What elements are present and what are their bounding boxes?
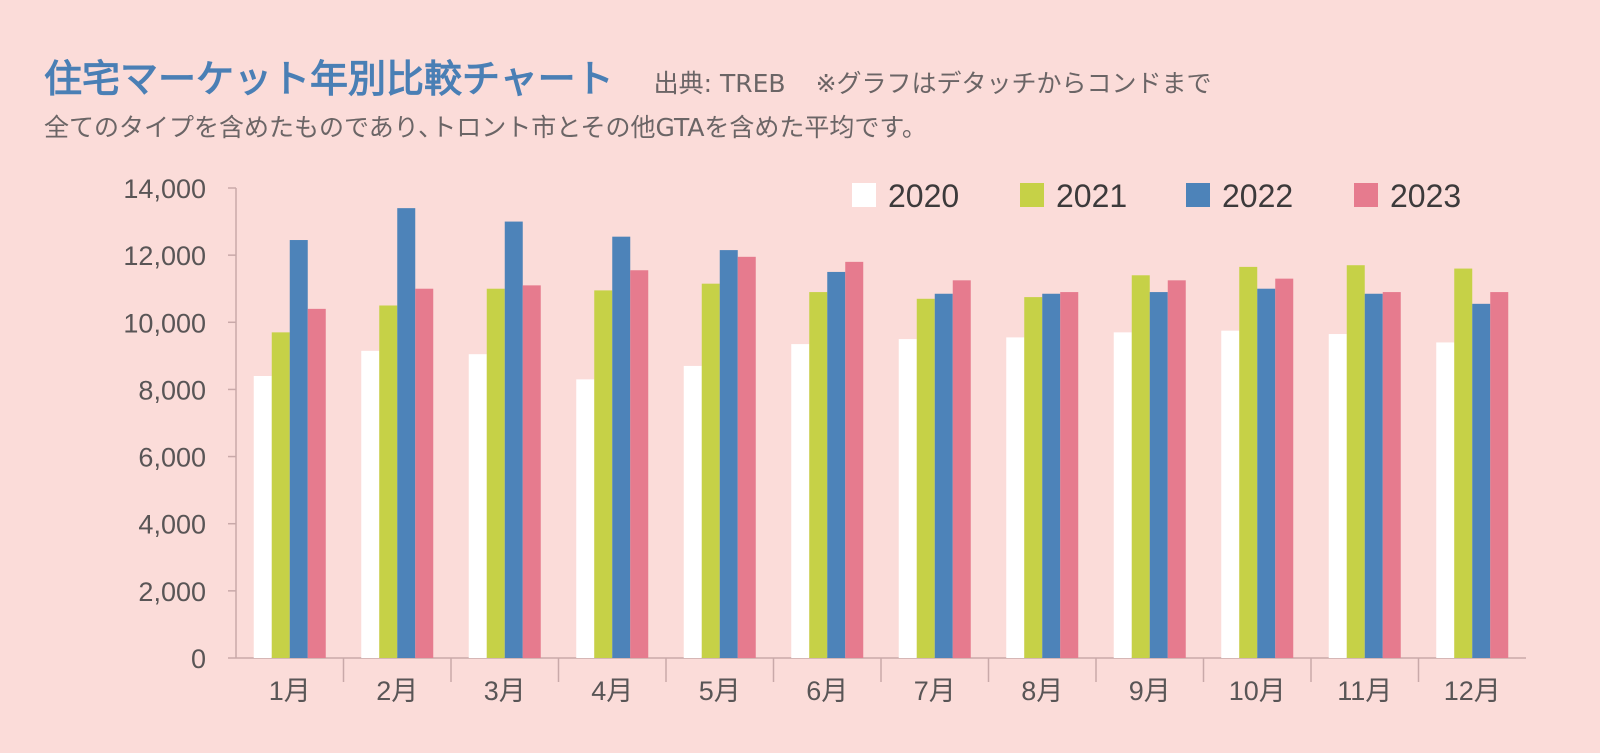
y-tick-label: 8,000: [138, 375, 206, 405]
bar-2021-9: [1131, 275, 1150, 658]
y-tick-label: 12,000: [123, 241, 206, 271]
bar-2020-3: [468, 354, 487, 658]
bar-2022-9: [1149, 292, 1168, 658]
bar-2020-12: [1436, 342, 1455, 658]
y-tick-label: 10,000: [123, 308, 206, 338]
bar-2021-12: [1454, 268, 1473, 658]
x-tick-label: 11月: [1337, 676, 1392, 706]
chart-title: 住宅マーケット年別比較チャート: [44, 57, 614, 101]
bar-2020-4: [576, 379, 595, 658]
legend-swatch-2020: [852, 183, 876, 207]
bar-2023-8: [1060, 292, 1079, 658]
legend-label-2022: 2022: [1222, 178, 1293, 214]
bar-2021-3: [486, 288, 505, 658]
bar-2022-7: [934, 293, 953, 658]
bar-2021-11: [1346, 265, 1365, 658]
bar-2023-6: [845, 261, 864, 658]
x-tick-label: 5月: [699, 676, 741, 706]
bar-2022-3: [504, 221, 523, 659]
bar-2020-6: [791, 344, 810, 658]
x-tick-label: 10月: [1229, 676, 1286, 706]
bar-2020-11: [1328, 334, 1347, 658]
bar-2021-1: [271, 332, 290, 658]
bar-2020-1: [253, 376, 272, 658]
bar-2023-4: [630, 270, 649, 658]
bar-2022-4: [612, 236, 631, 658]
legend-swatch-2021: [1020, 183, 1044, 207]
x-tick-label: 1月: [269, 676, 311, 706]
bar-2023-5: [737, 256, 756, 658]
chart-header: 住宅マーケット年別比較チャート 出典: TREB ※グラフはデタッチからコンドま…: [44, 48, 1212, 103]
x-tick-label: 6月: [806, 676, 848, 706]
bar-2022-8: [1042, 293, 1061, 658]
bar-2023-12: [1490, 292, 1509, 658]
bar-2023-3: [522, 285, 541, 658]
x-tick-label: 12月: [1444, 676, 1501, 706]
bar-2020-5: [683, 365, 702, 658]
bar-2023-9: [1167, 280, 1186, 658]
x-tick-label: 7月: [914, 676, 956, 706]
bar-2020-9: [1113, 332, 1132, 658]
bar-2023-10: [1275, 278, 1294, 658]
bar-2023-2: [415, 288, 434, 658]
bar-2021-2: [379, 305, 398, 658]
x-tick-label: 3月: [484, 676, 526, 706]
bar-2023-1: [307, 308, 326, 658]
legend-label-2020: 2020: [888, 178, 959, 214]
bar-2023-7: [952, 280, 971, 658]
bar-2020-8: [1006, 337, 1025, 658]
legend-swatch-2023: [1354, 183, 1378, 207]
y-tick-label: 6,000: [138, 443, 206, 473]
y-tick-label: 2,000: [138, 577, 206, 607]
bar-2020-7: [898, 339, 917, 658]
bar-2021-8: [1024, 297, 1043, 658]
chart-source: 出典: TREB: [653, 69, 786, 98]
x-tick-label: 2月: [376, 676, 418, 706]
x-tick-label: 9月: [1129, 676, 1171, 706]
y-tick-label: 14,000: [123, 174, 206, 204]
y-tick-label: 0: [191, 644, 206, 674]
chart-subtitle: 全てのタイプを含めたものであり､トロント市とその他GTAを含めた平均です。: [44, 113, 927, 142]
chart-note: ※グラフはデタッチからコンドまで: [815, 69, 1212, 98]
bar-2020-2: [361, 350, 380, 658]
bar-2022-11: [1364, 293, 1383, 658]
x-tick-label: 8月: [1021, 676, 1063, 706]
y-tick-label: 4,000: [138, 510, 206, 540]
x-tick-label: 4月: [591, 676, 633, 706]
bar-2021-7: [916, 298, 935, 658]
legend-label-2021: 2021: [1056, 178, 1127, 214]
bar-2022-10: [1257, 288, 1276, 658]
bar-2022-12: [1472, 303, 1491, 658]
legend-label-2023: 2023: [1390, 178, 1461, 214]
bar-2021-4: [594, 290, 613, 658]
legend-swatch-2022: [1186, 183, 1210, 207]
bar-2023-11: [1382, 292, 1401, 658]
bar-2022-1: [289, 240, 308, 659]
bar-2021-5: [701, 283, 720, 658]
bar-2022-2: [397, 208, 416, 658]
bar-2021-6: [809, 292, 828, 658]
bar-2021-10: [1239, 266, 1258, 658]
bar-2022-6: [827, 271, 846, 658]
bar-2022-5: [719, 250, 738, 658]
bar-2020-10: [1221, 330, 1240, 658]
